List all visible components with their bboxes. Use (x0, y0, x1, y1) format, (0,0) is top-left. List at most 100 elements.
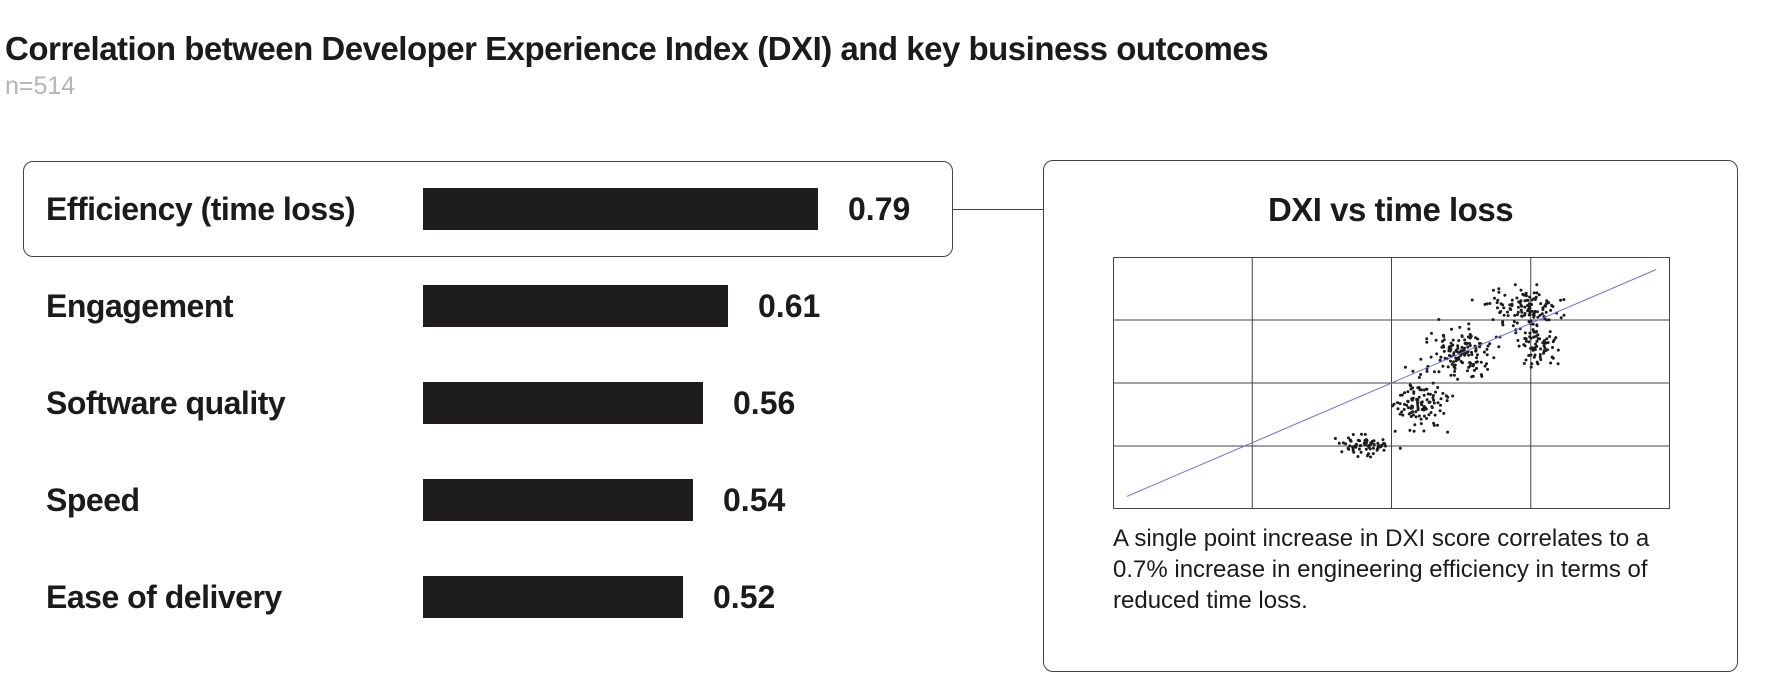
scatter-point (1452, 373, 1456, 377)
scatter-point (1528, 295, 1532, 299)
scatter-point (1538, 313, 1542, 317)
scatter-point (1425, 369, 1429, 373)
scatter-point (1516, 305, 1520, 309)
scatter-point (1554, 336, 1558, 340)
scatter-point (1528, 310, 1532, 314)
scatter-point (1510, 304, 1514, 308)
scatter-point (1401, 413, 1405, 417)
scatter-point (1367, 452, 1370, 456)
scatter-point (1409, 384, 1413, 388)
scatter-point (1523, 305, 1527, 309)
scatter-point (1513, 283, 1517, 287)
scatter-point (1347, 447, 1351, 451)
scatter-point (1514, 331, 1518, 335)
scatter-point (1391, 404, 1394, 408)
scatter-point (1347, 436, 1350, 440)
scatter-point (1437, 370, 1441, 374)
scatter-point (1510, 298, 1514, 302)
scatter-point (1442, 338, 1446, 342)
scatter-point (1479, 360, 1483, 364)
scatter-point (1548, 330, 1552, 334)
scatter-point (1468, 361, 1472, 364)
scatter-point (1431, 394, 1435, 397)
scatter-point (1377, 444, 1381, 447)
row-label-software-quality: Software quality (46, 385, 286, 421)
scatter-point (1428, 392, 1432, 396)
scatter-point (1417, 395, 1421, 399)
scatter-point (1476, 353, 1479, 357)
scatter-point (1456, 346, 1460, 350)
highlight-box (23, 161, 953, 257)
scatter-point (1456, 377, 1460, 381)
row-label-efficiency: Efficiency (time loss) (46, 191, 356, 227)
scatter-point (1459, 353, 1463, 357)
scatter-point (1410, 398, 1414, 402)
scatter-point (1380, 444, 1384, 448)
scatter-point (1551, 356, 1555, 360)
scatter-point (1534, 342, 1537, 346)
scatter-point (1486, 367, 1490, 371)
scatter-point (1534, 330, 1538, 334)
scatter-point (1535, 344, 1539, 348)
scatter-point (1559, 316, 1563, 320)
scatter-point (1547, 318, 1551, 322)
scatter-point (1492, 356, 1496, 360)
scatter-point (1371, 446, 1375, 450)
scatter-point (1524, 294, 1528, 298)
scatter-point (1491, 318, 1495, 322)
scatter-plot (1113, 257, 1670, 509)
scatter-point (1419, 401, 1423, 405)
scatter-point (1439, 397, 1443, 401)
scatter-point (1340, 450, 1344, 454)
scatter-point (1499, 310, 1503, 313)
scatter-point (1497, 345, 1501, 349)
scatter-point (1436, 401, 1440, 405)
scatter-point (1456, 344, 1460, 348)
scatter-point (1544, 349, 1548, 353)
bar-software-quality (423, 382, 703, 424)
scatter-point (1538, 355, 1542, 359)
sample-size: n=514 (5, 72, 76, 100)
bar-speed (423, 479, 693, 521)
scatter-point (1455, 357, 1459, 360)
scatter-point (1488, 302, 1492, 305)
scatter-point (1432, 370, 1436, 374)
scatter-point (1515, 296, 1519, 300)
scatter-point (1539, 358, 1543, 362)
value-engagement: 0.61 (758, 288, 821, 324)
scatter-point (1442, 334, 1446, 338)
scatter-point (1529, 365, 1533, 369)
bar-efficiency (423, 188, 818, 230)
scatter-point (1398, 412, 1402, 416)
scatter-point (1463, 338, 1467, 342)
panel-caption: A single point increase in DXI score cor… (1113, 525, 1650, 614)
scatter-point (1438, 358, 1442, 362)
scatter-point (1534, 295, 1538, 299)
scatter-point (1449, 373, 1453, 377)
scatter-point (1483, 302, 1487, 306)
scatter-point (1409, 415, 1413, 418)
scatter-point (1396, 407, 1400, 411)
scatter-point (1513, 314, 1517, 317)
scatter-point (1483, 364, 1487, 368)
scatter-point (1523, 299, 1527, 303)
scatter-point (1460, 345, 1464, 349)
scatter-point (1467, 353, 1471, 357)
scatter-point (1412, 413, 1415, 417)
scatter-point (1523, 313, 1527, 317)
scatter-point (1562, 298, 1566, 302)
scatter-point (1382, 442, 1385, 445)
scatter-point (1416, 408, 1420, 412)
scatter-point (1528, 331, 1532, 335)
scatter-point (1542, 344, 1546, 348)
scatter-point (1465, 342, 1468, 346)
scatter-point (1459, 360, 1463, 363)
scatter-point (1452, 360, 1455, 364)
scatter-point (1451, 394, 1455, 398)
scatter-point (1502, 313, 1506, 317)
scatter-point (1457, 339, 1461, 343)
scatter-point (1543, 341, 1547, 345)
scatter-point (1468, 364, 1472, 368)
scatter-point (1527, 320, 1531, 324)
scatter-point (1474, 360, 1478, 364)
